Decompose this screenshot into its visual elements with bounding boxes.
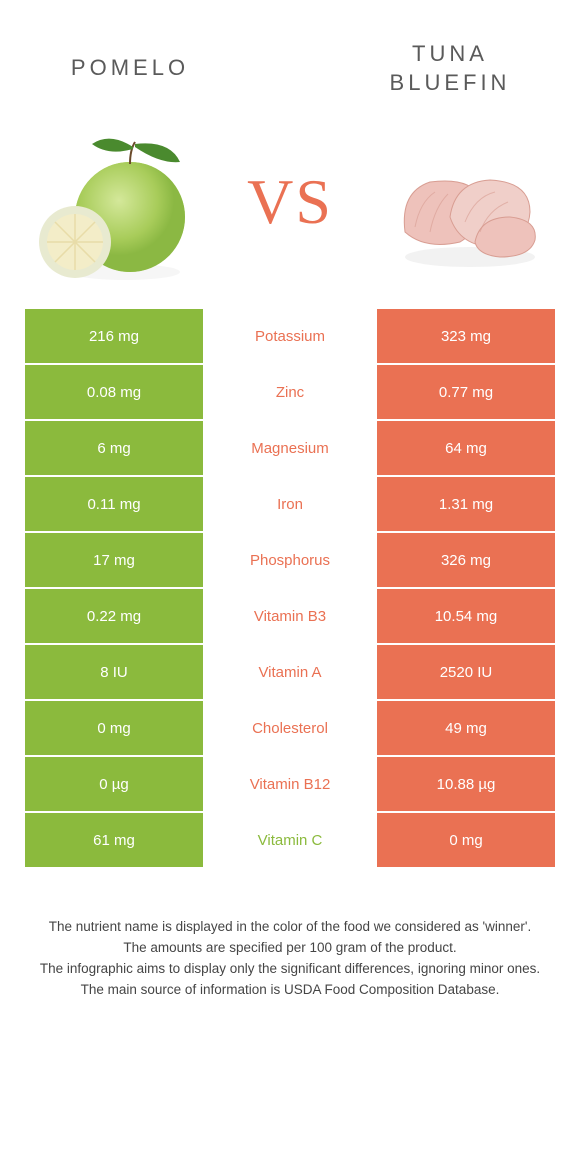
- right-value: 10.88 µg: [377, 757, 555, 811]
- right-value: 0 mg: [377, 813, 555, 867]
- footnote-line: The amounts are specified per 100 gram o…: [30, 938, 550, 959]
- right-value: 2520 IU: [377, 645, 555, 699]
- table-row: 61 mgVitamin C0 mg: [25, 811, 555, 867]
- right-value: 0.77 mg: [377, 365, 555, 419]
- left-value: 0.11 mg: [25, 477, 203, 531]
- header: Pomelo Tuna Bluefin: [0, 0, 580, 117]
- left-value: 0.08 mg: [25, 365, 203, 419]
- vs-label: VS: [247, 165, 333, 239]
- table-row: 0 µgVitamin B1210.88 µg: [25, 755, 555, 811]
- table-row: 0.22 mgVitamin B310.54 mg: [25, 587, 555, 643]
- tuna-image: [380, 122, 550, 282]
- right-value: 49 mg: [377, 701, 555, 755]
- footnote-line: The nutrient name is displayed in the co…: [30, 917, 550, 938]
- table-row: 0.11 mgIron1.31 mg: [25, 475, 555, 531]
- nutrient-label: Phosphorus: [203, 533, 377, 587]
- table-row: 6 mgMagnesium64 mg: [25, 419, 555, 475]
- nutrient-label: Iron: [203, 477, 377, 531]
- left-value: 8 IU: [25, 645, 203, 699]
- right-food-title: Tuna Bluefin: [370, 40, 530, 97]
- left-value: 61 mg: [25, 813, 203, 867]
- left-value: 0.22 mg: [25, 589, 203, 643]
- left-food-title: Pomelo: [50, 54, 210, 83]
- right-value: 1.31 mg: [377, 477, 555, 531]
- nutrient-label: Vitamin B3: [203, 589, 377, 643]
- left-value: 0 mg: [25, 701, 203, 755]
- footnote-line: The infographic aims to display only the…: [30, 959, 550, 980]
- nutrient-label: Magnesium: [203, 421, 377, 475]
- table-row: 0 mgCholesterol49 mg: [25, 699, 555, 755]
- pomelo-image: [30, 122, 200, 282]
- nutrient-label: Vitamin C: [203, 813, 377, 867]
- left-value: 6 mg: [25, 421, 203, 475]
- right-value: 10.54 mg: [377, 589, 555, 643]
- right-value: 64 mg: [377, 421, 555, 475]
- table-row: 8 IUVitamin A2520 IU: [25, 643, 555, 699]
- footnote-line: The main source of information is USDA F…: [30, 980, 550, 1001]
- nutrient-label: Zinc: [203, 365, 377, 419]
- images-row: VS: [0, 117, 580, 307]
- left-value: 216 mg: [25, 309, 203, 363]
- right-value: 323 mg: [377, 309, 555, 363]
- table-row: 17 mgPhosphorus326 mg: [25, 531, 555, 587]
- comparison-table: 216 mgPotassium323 mg0.08 mgZinc0.77 mg6…: [25, 307, 555, 867]
- footnotes: The nutrient name is displayed in the co…: [0, 867, 580, 1001]
- nutrient-label: Vitamin B12: [203, 757, 377, 811]
- table-row: 216 mgPotassium323 mg: [25, 307, 555, 363]
- table-row: 0.08 mgZinc0.77 mg: [25, 363, 555, 419]
- left-value: 17 mg: [25, 533, 203, 587]
- nutrient-label: Potassium: [203, 309, 377, 363]
- left-value: 0 µg: [25, 757, 203, 811]
- nutrient-label: Vitamin A: [203, 645, 377, 699]
- right-value: 326 mg: [377, 533, 555, 587]
- nutrient-label: Cholesterol: [203, 701, 377, 755]
